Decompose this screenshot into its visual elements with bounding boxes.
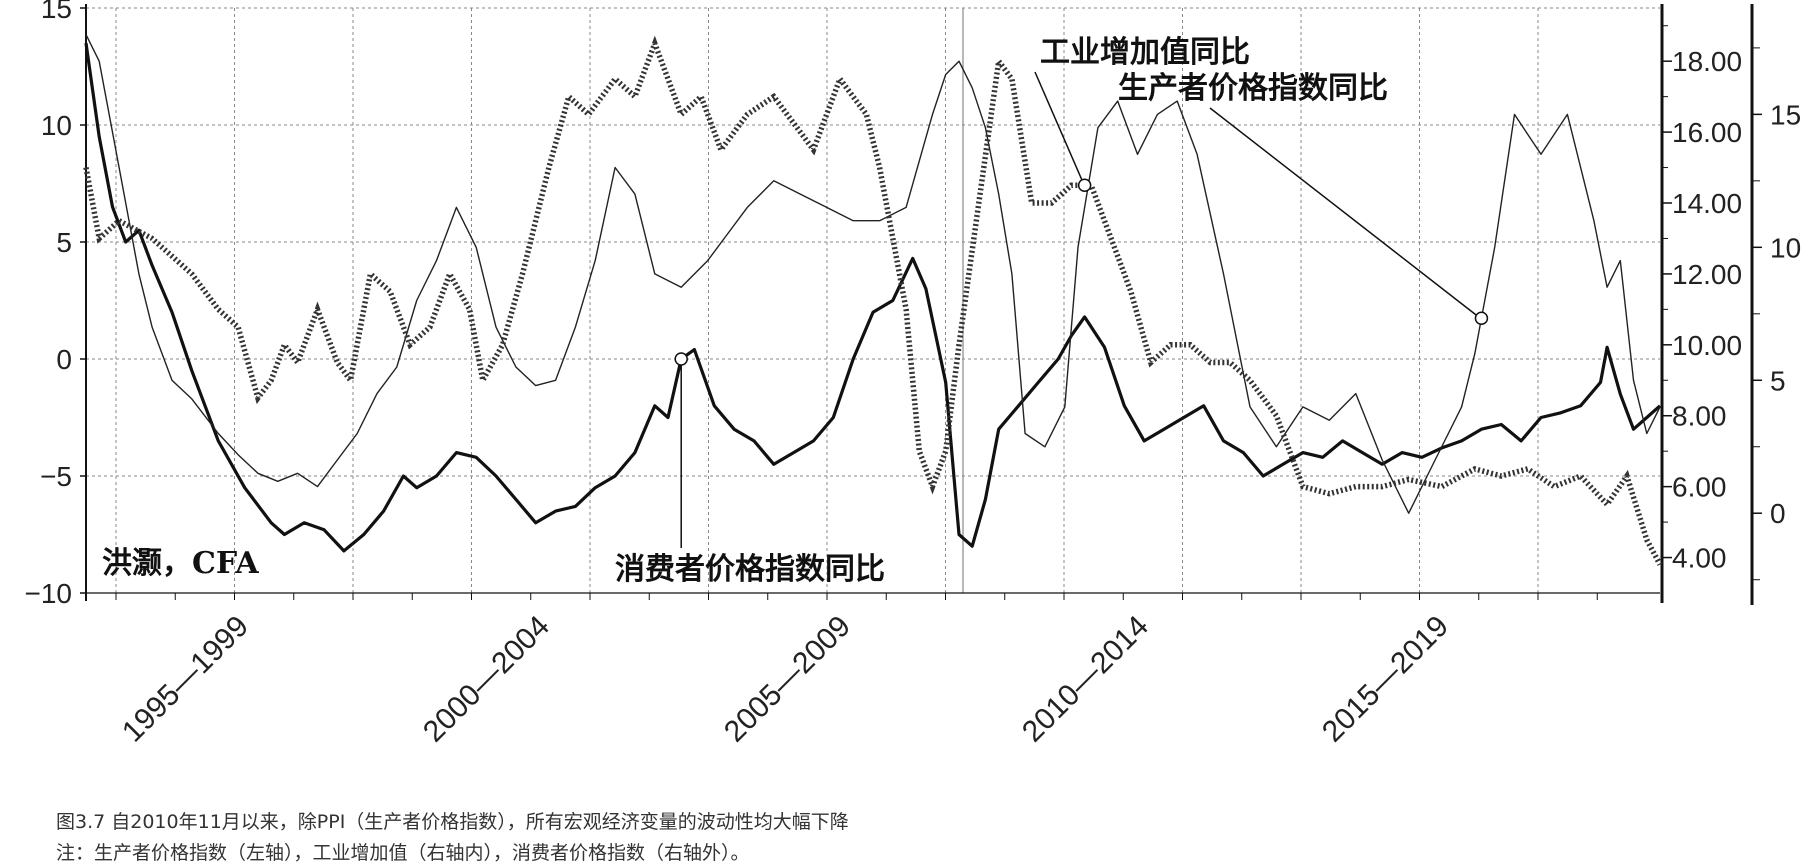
grid	[86, 7, 1660, 594]
x-axis-tick-label: 2000—2004	[417, 610, 556, 749]
right-outer-axis-tick-label: 5	[1770, 365, 1786, 396]
annotation-ppi: 生产者价格指数同比	[1118, 71, 1388, 106]
annotation-industrial: 工业增加值同比	[1040, 35, 1250, 70]
right-inner-axis-tick-label: 12.00	[1672, 259, 1742, 290]
right-outer-axis-tick-label: 15	[1770, 99, 1801, 130]
annotation-author: 洪灏，CFA	[102, 546, 259, 581]
figure-caption: 图3.7 自2010年11月以来，除PPI（生产者价格指数），所有宏观经济变量的…	[56, 811, 849, 833]
right-outer-axis-tick-label: 10	[1770, 232, 1801, 263]
left-axis-tick-label: 10	[41, 110, 72, 141]
figure-note: 注：生产者价格指数（左轴），工业增加值（右轴内），消费者价格指数（右轴外）。	[56, 842, 750, 864]
x-axis-tick-label: 2010—2014	[1016, 610, 1155, 749]
right-outer-axis-tick-label: 0	[1770, 498, 1786, 529]
leader-line-ppi	[1209, 107, 1477, 316]
series-line-cpi	[85, 34, 1661, 514]
left-axis-tick-label: −5	[40, 461, 72, 492]
marker-circle-ppi	[674, 352, 688, 366]
right-inner-axis-tick-label: 16.00	[1672, 117, 1742, 148]
marker-circle-cpi	[1474, 311, 1489, 325]
left-axis-tick-label: 15	[41, 0, 72, 24]
axes	[80, 4, 1762, 605]
series-line-industrial	[83, 35, 1663, 566]
left-axis-tick-label: 5	[56, 227, 72, 258]
annotation-cpi: 消费者价格指数同比	[615, 552, 885, 587]
series-lines	[83, 34, 1663, 566]
left-axis-tick-label: 0	[56, 344, 72, 375]
right-inner-axis-tick-label: 14.00	[1672, 188, 1742, 219]
right-inner-axis-tick-label: 6.00	[1672, 472, 1727, 503]
x-axis-tick-label: 2015—2019	[1316, 610, 1455, 749]
x-axis-tick-label: 2005—2009	[718, 610, 857, 749]
x-axis-tick-label: 1995—1999	[116, 610, 255, 749]
right-inner-axis-tick-label: 8.00	[1672, 401, 1727, 432]
series-line-ppi	[84, 42, 1662, 553]
leader-line-industrial	[1034, 71, 1083, 180]
right-inner-axis-tick-label: 4.00	[1672, 543, 1727, 574]
right-inner-axis-tick-label: 10.00	[1672, 330, 1742, 361]
right-inner-axis-tick-label: 18.00	[1672, 46, 1742, 77]
marker-circle-industrial	[1077, 178, 1092, 193]
tick-labels: 15 10 5 0 −5 −10 18.00 16.00 14.00 12.00 10.00 8.00…	[25, 0, 1802, 749]
left-axis-tick-label: −10	[25, 578, 73, 609]
